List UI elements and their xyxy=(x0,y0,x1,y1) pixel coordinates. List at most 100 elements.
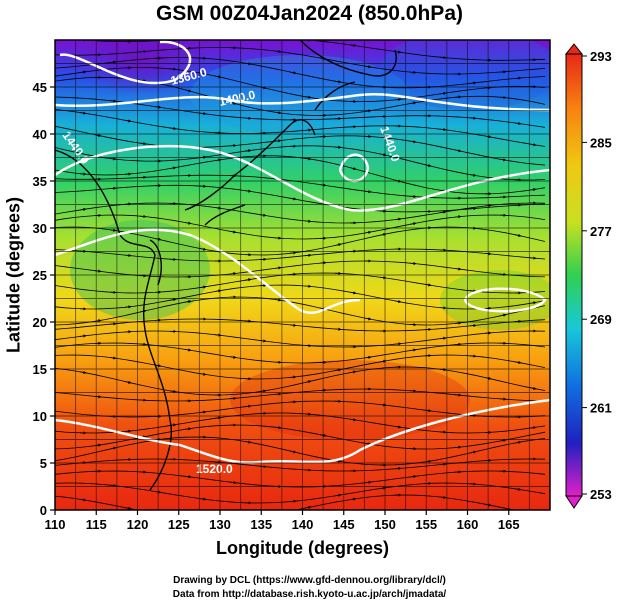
streamline-arrow xyxy=(109,60,117,64)
streamline-arrow xyxy=(529,426,537,430)
streamline-arrow xyxy=(349,418,357,422)
streamline-arrow xyxy=(274,236,282,240)
streamline-arrow xyxy=(244,116,252,120)
streamline-arrow xyxy=(409,70,417,74)
streamline-arrow xyxy=(79,370,87,374)
contours xyxy=(55,40,550,464)
streamline xyxy=(55,226,546,256)
streamline xyxy=(55,424,546,450)
streamline-arrow xyxy=(139,142,147,146)
streamline-arrow xyxy=(289,197,297,201)
streamline-arrow xyxy=(109,157,117,161)
streamline-arrow xyxy=(529,386,537,390)
streamline-arrow xyxy=(394,97,402,102)
streamline-arrow xyxy=(304,95,312,99)
streamline-arrow xyxy=(409,222,417,226)
streamline-arrow xyxy=(289,71,297,75)
streamline-arrow xyxy=(394,299,402,304)
streamline-arrow xyxy=(244,189,252,193)
contour-1440 xyxy=(55,144,550,212)
streamline-arrow xyxy=(409,140,417,144)
streamline-arrow xyxy=(439,495,447,499)
streamline-arrow xyxy=(334,493,342,497)
streamline-arrow xyxy=(169,67,177,71)
credit-drawing: Drawing by DCL (https://www.gfd-dennou.o… xyxy=(173,575,446,586)
streamline-arrow xyxy=(169,298,177,302)
streamline-arrow xyxy=(514,487,522,491)
streamline-arrow xyxy=(469,207,477,211)
streamline xyxy=(55,470,546,488)
streamline-arrow xyxy=(139,214,147,219)
streamline-arrow xyxy=(439,210,447,214)
streamline-arrow xyxy=(274,426,282,430)
streamline-arrow xyxy=(304,380,312,384)
streamline-arrow xyxy=(109,99,117,103)
temperature-field xyxy=(55,40,550,510)
credit-data: Data from http://database.rish.kyoto-u.a… xyxy=(172,589,447,600)
streamline-arrow xyxy=(79,70,87,74)
streamline-arrow xyxy=(499,438,507,442)
streamline-arrow xyxy=(244,278,252,282)
streamline-arrow xyxy=(109,322,117,326)
x-tick-label: 130 xyxy=(209,517,231,532)
streamline-arrow xyxy=(169,126,177,131)
contour-1360 xyxy=(59,40,192,85)
streamline xyxy=(55,366,546,396)
streamline xyxy=(55,184,546,213)
streamline-arrow xyxy=(529,301,537,305)
streamline-arrow xyxy=(439,462,447,466)
streamline xyxy=(55,284,546,310)
streamline-arrow xyxy=(334,80,342,84)
y-tick-label: 25 xyxy=(33,268,47,283)
streamline xyxy=(55,436,546,466)
streamline-arrow xyxy=(334,145,342,149)
streamline-arrow xyxy=(364,65,372,69)
streamline-arrow xyxy=(229,272,237,276)
contour-1440b xyxy=(55,228,361,315)
streamline-arrow xyxy=(530,513,536,514)
x-tick-label: 135 xyxy=(250,517,272,532)
colorbar-tick-label: 253 xyxy=(590,487,612,502)
streamline-arrow xyxy=(109,228,117,232)
streamline-arrow xyxy=(469,323,477,328)
streamline-arrow xyxy=(124,119,132,123)
streamline-arrow xyxy=(529,188,537,192)
streamline-arrow xyxy=(439,91,447,95)
streamline-arrow xyxy=(79,498,87,502)
streamline-arrow xyxy=(514,233,522,237)
streamline xyxy=(77,40,546,61)
streamline-arrow xyxy=(334,243,342,247)
streamline-arrow xyxy=(169,389,177,393)
streamline-arrow xyxy=(409,194,417,199)
streamline-arrow xyxy=(289,375,297,379)
streamline-arrow xyxy=(469,354,477,358)
streamline-arrow xyxy=(184,221,192,225)
streamline-arrow xyxy=(499,95,507,100)
streamline-arrow xyxy=(274,139,282,143)
streamline-arrow xyxy=(229,396,237,401)
x-tick-label: 150 xyxy=(374,517,396,532)
streamline-arrow xyxy=(229,230,237,234)
streamline-arrow xyxy=(274,392,282,396)
y-tick-label: 15 xyxy=(33,362,47,377)
streamline xyxy=(55,47,546,75)
y-tick-label: 5 xyxy=(40,456,47,471)
streamline-arrow xyxy=(469,173,477,177)
streamline-arrow xyxy=(199,372,207,376)
contour-label: 1520.0 xyxy=(196,462,233,476)
streamline-arrow xyxy=(124,506,132,510)
streamline xyxy=(55,330,546,348)
streamline-arrow xyxy=(289,450,297,454)
streamline-arrow xyxy=(394,466,402,471)
streamline-arrow xyxy=(124,253,132,258)
streamline-arrow xyxy=(79,111,87,115)
streamline-arrow xyxy=(469,450,477,454)
streamline-arrow xyxy=(454,342,462,346)
streamline xyxy=(55,412,546,434)
streamline-arrow xyxy=(184,475,192,479)
y-tick-label: 35 xyxy=(33,174,47,189)
streamline-arrow xyxy=(334,368,342,372)
streamline xyxy=(55,67,546,102)
y-tick-label: 30 xyxy=(33,221,47,236)
x-axis: 110 115 120 125 130 135 140 145 150 155 160 165 xyxy=(45,510,520,532)
